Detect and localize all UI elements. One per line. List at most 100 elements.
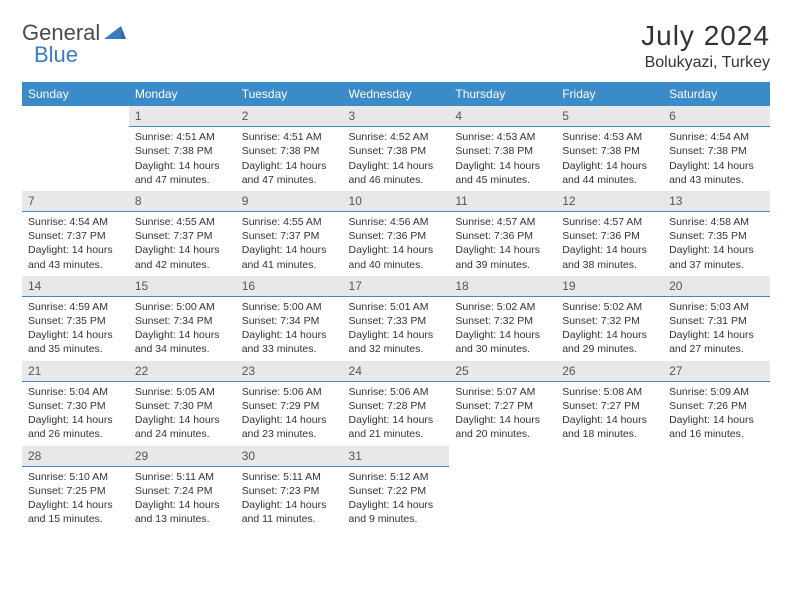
calendar-cell: 22Sunrise: 5:05 AMSunset: 7:30 PMDayligh… bbox=[129, 361, 236, 446]
daylight-text: and 23 minutes. bbox=[242, 427, 337, 441]
day-number: 5 bbox=[556, 106, 663, 127]
day-number: 29 bbox=[129, 446, 236, 467]
calendar-cell: 3Sunrise: 4:52 AMSunset: 7:38 PMDaylight… bbox=[343, 106, 450, 191]
calendar-cell bbox=[449, 446, 556, 531]
calendar-cell: 12Sunrise: 4:57 AMSunset: 7:36 PMDayligh… bbox=[556, 191, 663, 276]
day-number: 28 bbox=[22, 446, 129, 467]
day-content: Sunrise: 5:11 AMSunset: 7:23 PMDaylight:… bbox=[236, 467, 343, 531]
weekday-friday: Friday bbox=[556, 82, 663, 106]
calendar-cell bbox=[556, 446, 663, 531]
calendar-row: 7Sunrise: 4:54 AMSunset: 7:37 PMDaylight… bbox=[22, 191, 770, 276]
day-number: 30 bbox=[236, 446, 343, 467]
sunset-text: Sunset: 7:38 PM bbox=[562, 144, 657, 158]
sunrise-text: Sunrise: 5:12 AM bbox=[349, 470, 444, 484]
day-number: 2 bbox=[236, 106, 343, 127]
calendar-row: 28Sunrise: 5:10 AMSunset: 7:25 PMDayligh… bbox=[22, 446, 770, 531]
calendar-table: SundayMondayTuesdayWednesdayThursdayFrid… bbox=[22, 82, 770, 530]
day-number: 21 bbox=[22, 361, 129, 382]
sunrise-text: Sunrise: 4:54 AM bbox=[669, 130, 764, 144]
calendar-cell: 18Sunrise: 5:02 AMSunset: 7:32 PMDayligh… bbox=[449, 276, 556, 361]
day-content: Sunrise: 4:53 AMSunset: 7:38 PMDaylight:… bbox=[449, 127, 556, 191]
daylight-text: and 13 minutes. bbox=[135, 512, 230, 526]
day-content: Sunrise: 5:06 AMSunset: 7:29 PMDaylight:… bbox=[236, 382, 343, 446]
day-number: 23 bbox=[236, 361, 343, 382]
brand-part2-wrap: Blue bbox=[34, 42, 78, 68]
day-content: Sunrise: 4:54 AMSunset: 7:37 PMDaylight:… bbox=[22, 212, 129, 276]
sunset-text: Sunset: 7:38 PM bbox=[455, 144, 550, 158]
daylight-text: Daylight: 14 hours bbox=[242, 498, 337, 512]
sunset-text: Sunset: 7:32 PM bbox=[562, 314, 657, 328]
sunrise-text: Sunrise: 4:58 AM bbox=[669, 215, 764, 229]
sunrise-text: Sunrise: 4:53 AM bbox=[455, 130, 550, 144]
sunrise-text: Sunrise: 5:07 AM bbox=[455, 385, 550, 399]
day-content: Sunrise: 5:10 AMSunset: 7:25 PMDaylight:… bbox=[22, 467, 129, 531]
calendar-row: 21Sunrise: 5:04 AMSunset: 7:30 PMDayligh… bbox=[22, 361, 770, 446]
day-number: 3 bbox=[343, 106, 450, 127]
daylight-text: Daylight: 14 hours bbox=[242, 328, 337, 342]
calendar-cell: 30Sunrise: 5:11 AMSunset: 7:23 PMDayligh… bbox=[236, 446, 343, 531]
sunrise-text: Sunrise: 5:08 AM bbox=[562, 385, 657, 399]
sunrise-text: Sunrise: 5:11 AM bbox=[135, 470, 230, 484]
day-content: Sunrise: 4:57 AMSunset: 7:36 PMDaylight:… bbox=[449, 212, 556, 276]
daylight-text: and 47 minutes. bbox=[135, 173, 230, 187]
daylight-text: and 35 minutes. bbox=[28, 342, 123, 356]
calendar-cell: 26Sunrise: 5:08 AMSunset: 7:27 PMDayligh… bbox=[556, 361, 663, 446]
calendar-cell: 8Sunrise: 4:55 AMSunset: 7:37 PMDaylight… bbox=[129, 191, 236, 276]
sunrise-text: Sunrise: 4:52 AM bbox=[349, 130, 444, 144]
sunrise-text: Sunrise: 5:00 AM bbox=[242, 300, 337, 314]
daylight-text: Daylight: 14 hours bbox=[28, 328, 123, 342]
weekday-tuesday: Tuesday bbox=[236, 82, 343, 106]
daylight-text: Daylight: 14 hours bbox=[669, 328, 764, 342]
daylight-text: Daylight: 14 hours bbox=[349, 498, 444, 512]
sunrise-text: Sunrise: 5:04 AM bbox=[28, 385, 123, 399]
sunrise-text: Sunrise: 5:06 AM bbox=[242, 385, 337, 399]
sunrise-text: Sunrise: 4:51 AM bbox=[135, 130, 230, 144]
calendar-cell: 20Sunrise: 5:03 AMSunset: 7:31 PMDayligh… bbox=[663, 276, 770, 361]
daylight-text: Daylight: 14 hours bbox=[669, 159, 764, 173]
daylight-text: and 30 minutes. bbox=[455, 342, 550, 356]
day-content: Sunrise: 4:54 AMSunset: 7:38 PMDaylight:… bbox=[663, 127, 770, 191]
weekday-monday: Monday bbox=[129, 82, 236, 106]
daylight-text: and 15 minutes. bbox=[28, 512, 123, 526]
sunset-text: Sunset: 7:34 PM bbox=[242, 314, 337, 328]
daylight-text: and 32 minutes. bbox=[349, 342, 444, 356]
day-number: 11 bbox=[449, 191, 556, 212]
day-content: Sunrise: 4:51 AMSunset: 7:38 PMDaylight:… bbox=[236, 127, 343, 191]
daylight-text: and 37 minutes. bbox=[669, 258, 764, 272]
sunrise-text: Sunrise: 5:01 AM bbox=[349, 300, 444, 314]
day-content: Sunrise: 4:55 AMSunset: 7:37 PMDaylight:… bbox=[129, 212, 236, 276]
calendar-cell: 23Sunrise: 5:06 AMSunset: 7:29 PMDayligh… bbox=[236, 361, 343, 446]
day-content: Sunrise: 5:00 AMSunset: 7:34 PMDaylight:… bbox=[236, 297, 343, 361]
weekday-header-row: SundayMondayTuesdayWednesdayThursdayFrid… bbox=[22, 82, 770, 106]
calendar-cell: 13Sunrise: 4:58 AMSunset: 7:35 PMDayligh… bbox=[663, 191, 770, 276]
daylight-text: and 34 minutes. bbox=[135, 342, 230, 356]
daylight-text: and 44 minutes. bbox=[562, 173, 657, 187]
calendar-row: 1Sunrise: 4:51 AMSunset: 7:38 PMDaylight… bbox=[22, 106, 770, 191]
sunset-text: Sunset: 7:27 PM bbox=[562, 399, 657, 413]
day-content: Sunrise: 5:12 AMSunset: 7:22 PMDaylight:… bbox=[343, 467, 450, 531]
day-number: 13 bbox=[663, 191, 770, 212]
header: General July 2024 Bolukyazi, Turkey bbox=[22, 20, 770, 72]
daylight-text: and 41 minutes. bbox=[242, 258, 337, 272]
sunrise-text: Sunrise: 5:03 AM bbox=[669, 300, 764, 314]
day-content: Sunrise: 5:11 AMSunset: 7:24 PMDaylight:… bbox=[129, 467, 236, 531]
day-content: Sunrise: 5:08 AMSunset: 7:27 PMDaylight:… bbox=[556, 382, 663, 446]
weekday-sunday: Sunday bbox=[22, 82, 129, 106]
sunset-text: Sunset: 7:32 PM bbox=[455, 314, 550, 328]
day-number: 6 bbox=[663, 106, 770, 127]
day-number: 4 bbox=[449, 106, 556, 127]
day-number: 24 bbox=[343, 361, 450, 382]
brand-part2: Blue bbox=[34, 42, 78, 67]
day-number: 31 bbox=[343, 446, 450, 467]
day-number: 19 bbox=[556, 276, 663, 297]
daylight-text: Daylight: 14 hours bbox=[28, 243, 123, 257]
day-number: 16 bbox=[236, 276, 343, 297]
day-content: Sunrise: 4:52 AMSunset: 7:38 PMDaylight:… bbox=[343, 127, 450, 191]
daylight-text: and 47 minutes. bbox=[242, 173, 337, 187]
sunrise-text: Sunrise: 4:57 AM bbox=[562, 215, 657, 229]
calendar-cell: 5Sunrise: 4:53 AMSunset: 7:38 PMDaylight… bbox=[556, 106, 663, 191]
sunset-text: Sunset: 7:29 PM bbox=[242, 399, 337, 413]
day-number: 17 bbox=[343, 276, 450, 297]
day-number: 25 bbox=[449, 361, 556, 382]
sunrise-text: Sunrise: 5:05 AM bbox=[135, 385, 230, 399]
